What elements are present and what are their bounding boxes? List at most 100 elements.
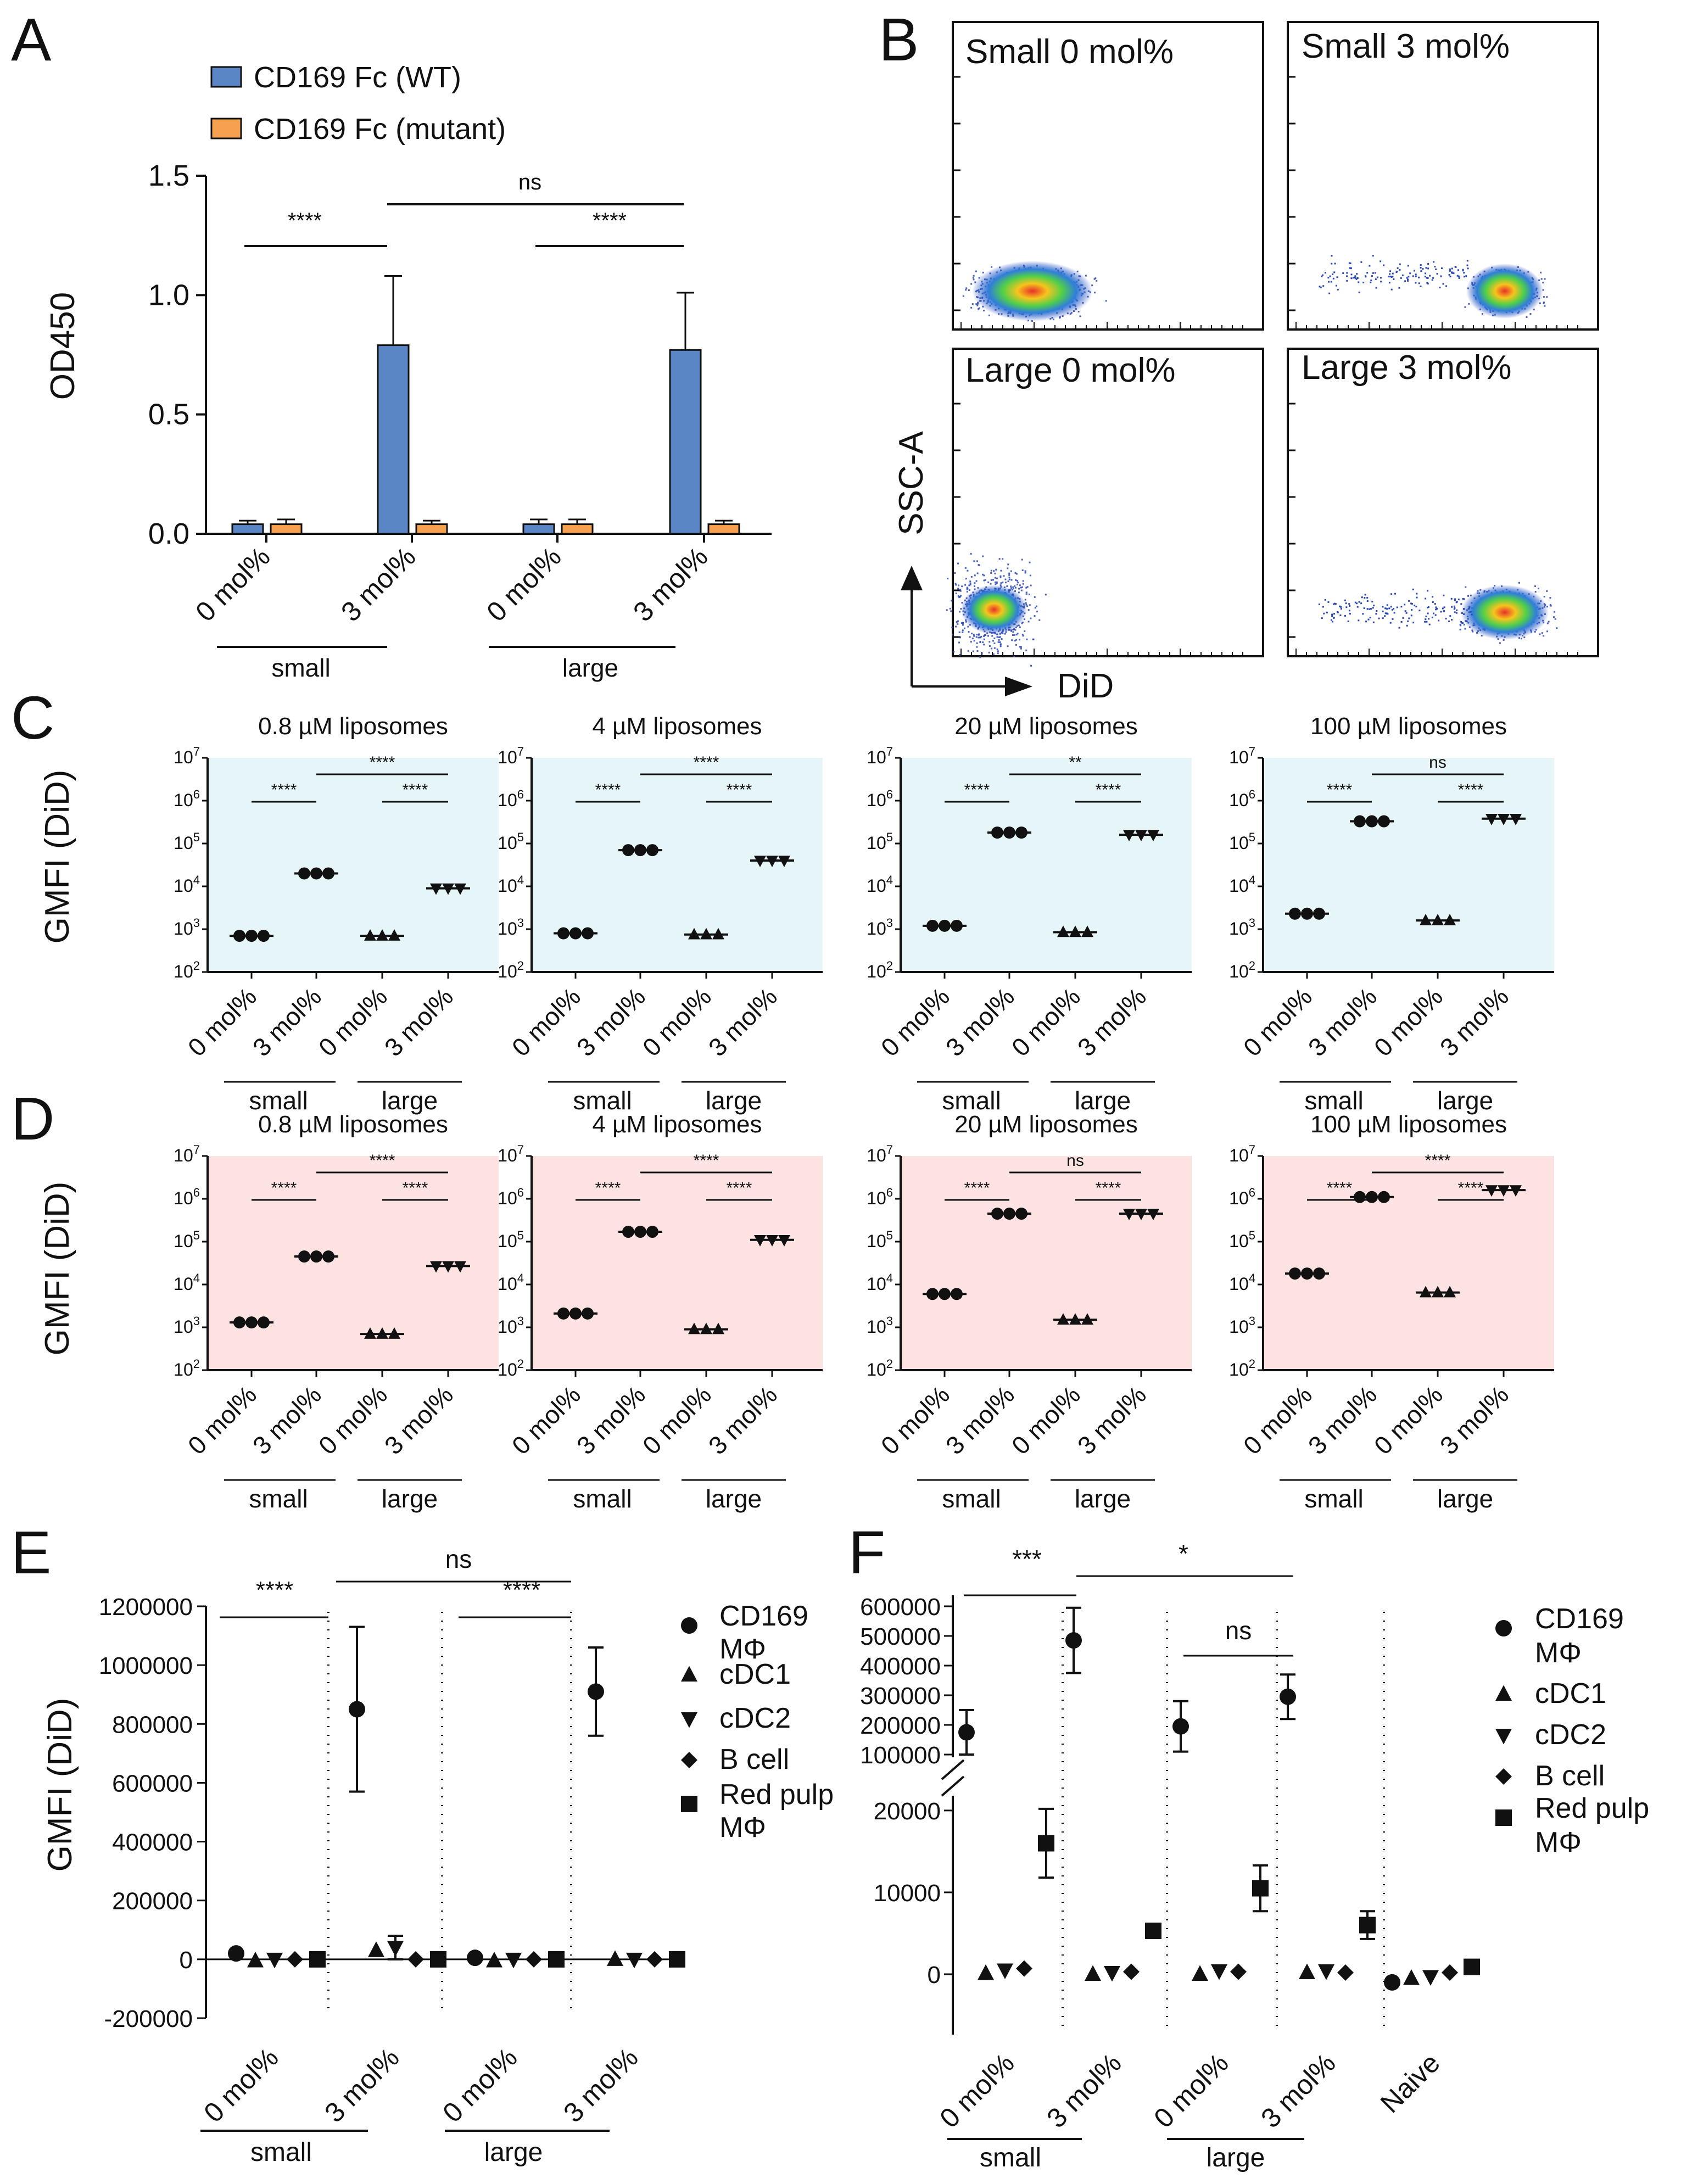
flow-event — [1012, 634, 1014, 636]
group-label: large — [1207, 2143, 1265, 2172]
flow-event — [971, 303, 974, 305]
flow-event — [1034, 596, 1036, 598]
flow-event — [1356, 602, 1358, 605]
flow-event — [1435, 606, 1437, 608]
flow-event — [993, 647, 996, 649]
flow-event — [977, 587, 979, 589]
flow-event — [1350, 277, 1353, 280]
sig-label: **** — [403, 781, 428, 799]
y-tick-label: 103 — [498, 916, 524, 939]
flow-event — [1365, 276, 1367, 278]
flow-event — [1427, 262, 1429, 265]
flow-event — [1468, 303, 1470, 305]
flow-event — [982, 641, 984, 644]
group-label: large — [706, 1086, 762, 1115]
data-point — [569, 927, 582, 940]
flow-event — [954, 572, 956, 574]
subplot-title: 4 µM liposomes — [592, 713, 762, 740]
flow-event — [976, 642, 978, 644]
flow-event — [970, 306, 973, 309]
flow-event — [1020, 587, 1022, 589]
plot-background — [208, 1156, 499, 1370]
x-tick-label: 0 mol% — [313, 982, 393, 1062]
data-point — [1498, 1185, 1510, 1197]
data-point — [1366, 815, 1378, 828]
x-tick-label: 3 mol% — [1303, 982, 1382, 1062]
flow-event — [1319, 286, 1321, 288]
flow-event — [982, 555, 984, 557]
y-tick-label: 107 — [498, 1143, 524, 1165]
flow-event — [1327, 277, 1330, 279]
flow-event — [1373, 605, 1375, 607]
data-point — [258, 930, 270, 942]
flow-event — [1543, 301, 1545, 304]
flow-event — [1405, 612, 1408, 614]
data-point — [766, 1235, 778, 1247]
flow-density-core — [1461, 585, 1549, 640]
flow-event — [1318, 604, 1320, 606]
flow-event — [1324, 272, 1326, 274]
data-point — [700, 1322, 712, 1334]
flow-event — [1523, 636, 1526, 639]
flow-event — [1546, 630, 1549, 633]
flow-event — [1019, 584, 1021, 587]
data-point — [939, 1288, 951, 1300]
flow-event — [965, 287, 968, 289]
flow-event — [1332, 277, 1334, 280]
data-point — [548, 1951, 565, 1968]
flow-event — [1000, 582, 1002, 584]
data-point — [926, 1288, 939, 1300]
flow-event — [1333, 617, 1335, 619]
legend-swatch-mutant — [210, 118, 242, 139]
flow-event — [962, 622, 964, 624]
flow-event — [982, 310, 985, 312]
flow-event — [1387, 613, 1389, 615]
flow-event — [1012, 588, 1014, 590]
y-tick-label: 200000 — [112, 1888, 193, 1915]
flow-event — [997, 652, 999, 655]
y-tick-label: 104 — [498, 1271, 524, 1294]
flow-plot-title: Large 0 mol% — [965, 351, 1176, 389]
x-tick-label: 0 mol% — [1006, 982, 1086, 1062]
flow-event — [1410, 615, 1412, 617]
flow-event — [999, 645, 1002, 647]
flow-event — [1464, 628, 1466, 630]
y-tick-label: 103 — [867, 1314, 893, 1337]
flow-event — [1407, 265, 1409, 267]
flow-event — [1427, 277, 1429, 279]
flow-event — [1015, 644, 1017, 646]
data-point — [1003, 1208, 1015, 1220]
y-tick-label: 105 — [498, 1228, 524, 1251]
flow-xlabel: DiD — [1057, 667, 1114, 705]
flow-event — [976, 304, 979, 306]
flow-event — [998, 639, 1000, 641]
legend-label: B cell — [1535, 1760, 1605, 1792]
flow-event — [1007, 580, 1009, 583]
flow-event — [966, 587, 968, 589]
flow-event — [1356, 277, 1359, 280]
data-point — [1172, 1718, 1189, 1735]
flow-event — [969, 583, 971, 585]
data-point — [1230, 1963, 1247, 1980]
flow-event — [1518, 582, 1521, 584]
flow-event — [957, 595, 959, 597]
group-label: small — [573, 1086, 632, 1115]
flow-event — [1466, 264, 1468, 266]
flow-event — [1395, 271, 1398, 273]
y-tick-label: 103 — [174, 916, 200, 939]
flow-event — [1371, 600, 1373, 602]
flow-event — [969, 582, 971, 584]
y-tick-label: 20000 — [874, 1798, 941, 1825]
flow-event — [999, 575, 1002, 577]
data-point — [486, 1952, 502, 1968]
flow-event — [1376, 610, 1378, 612]
flow-event — [996, 636, 998, 638]
flow-event — [1427, 606, 1429, 608]
y-tick-label: 103 — [1229, 1314, 1255, 1337]
flow-event — [1425, 267, 1427, 269]
flow-event — [996, 577, 998, 579]
y-tick-label: 1.5 — [148, 159, 189, 192]
data-point — [991, 826, 1003, 839]
y-tick-label: 107 — [867, 1143, 893, 1165]
subplot-title: 20 µM liposomes — [954, 713, 1137, 740]
